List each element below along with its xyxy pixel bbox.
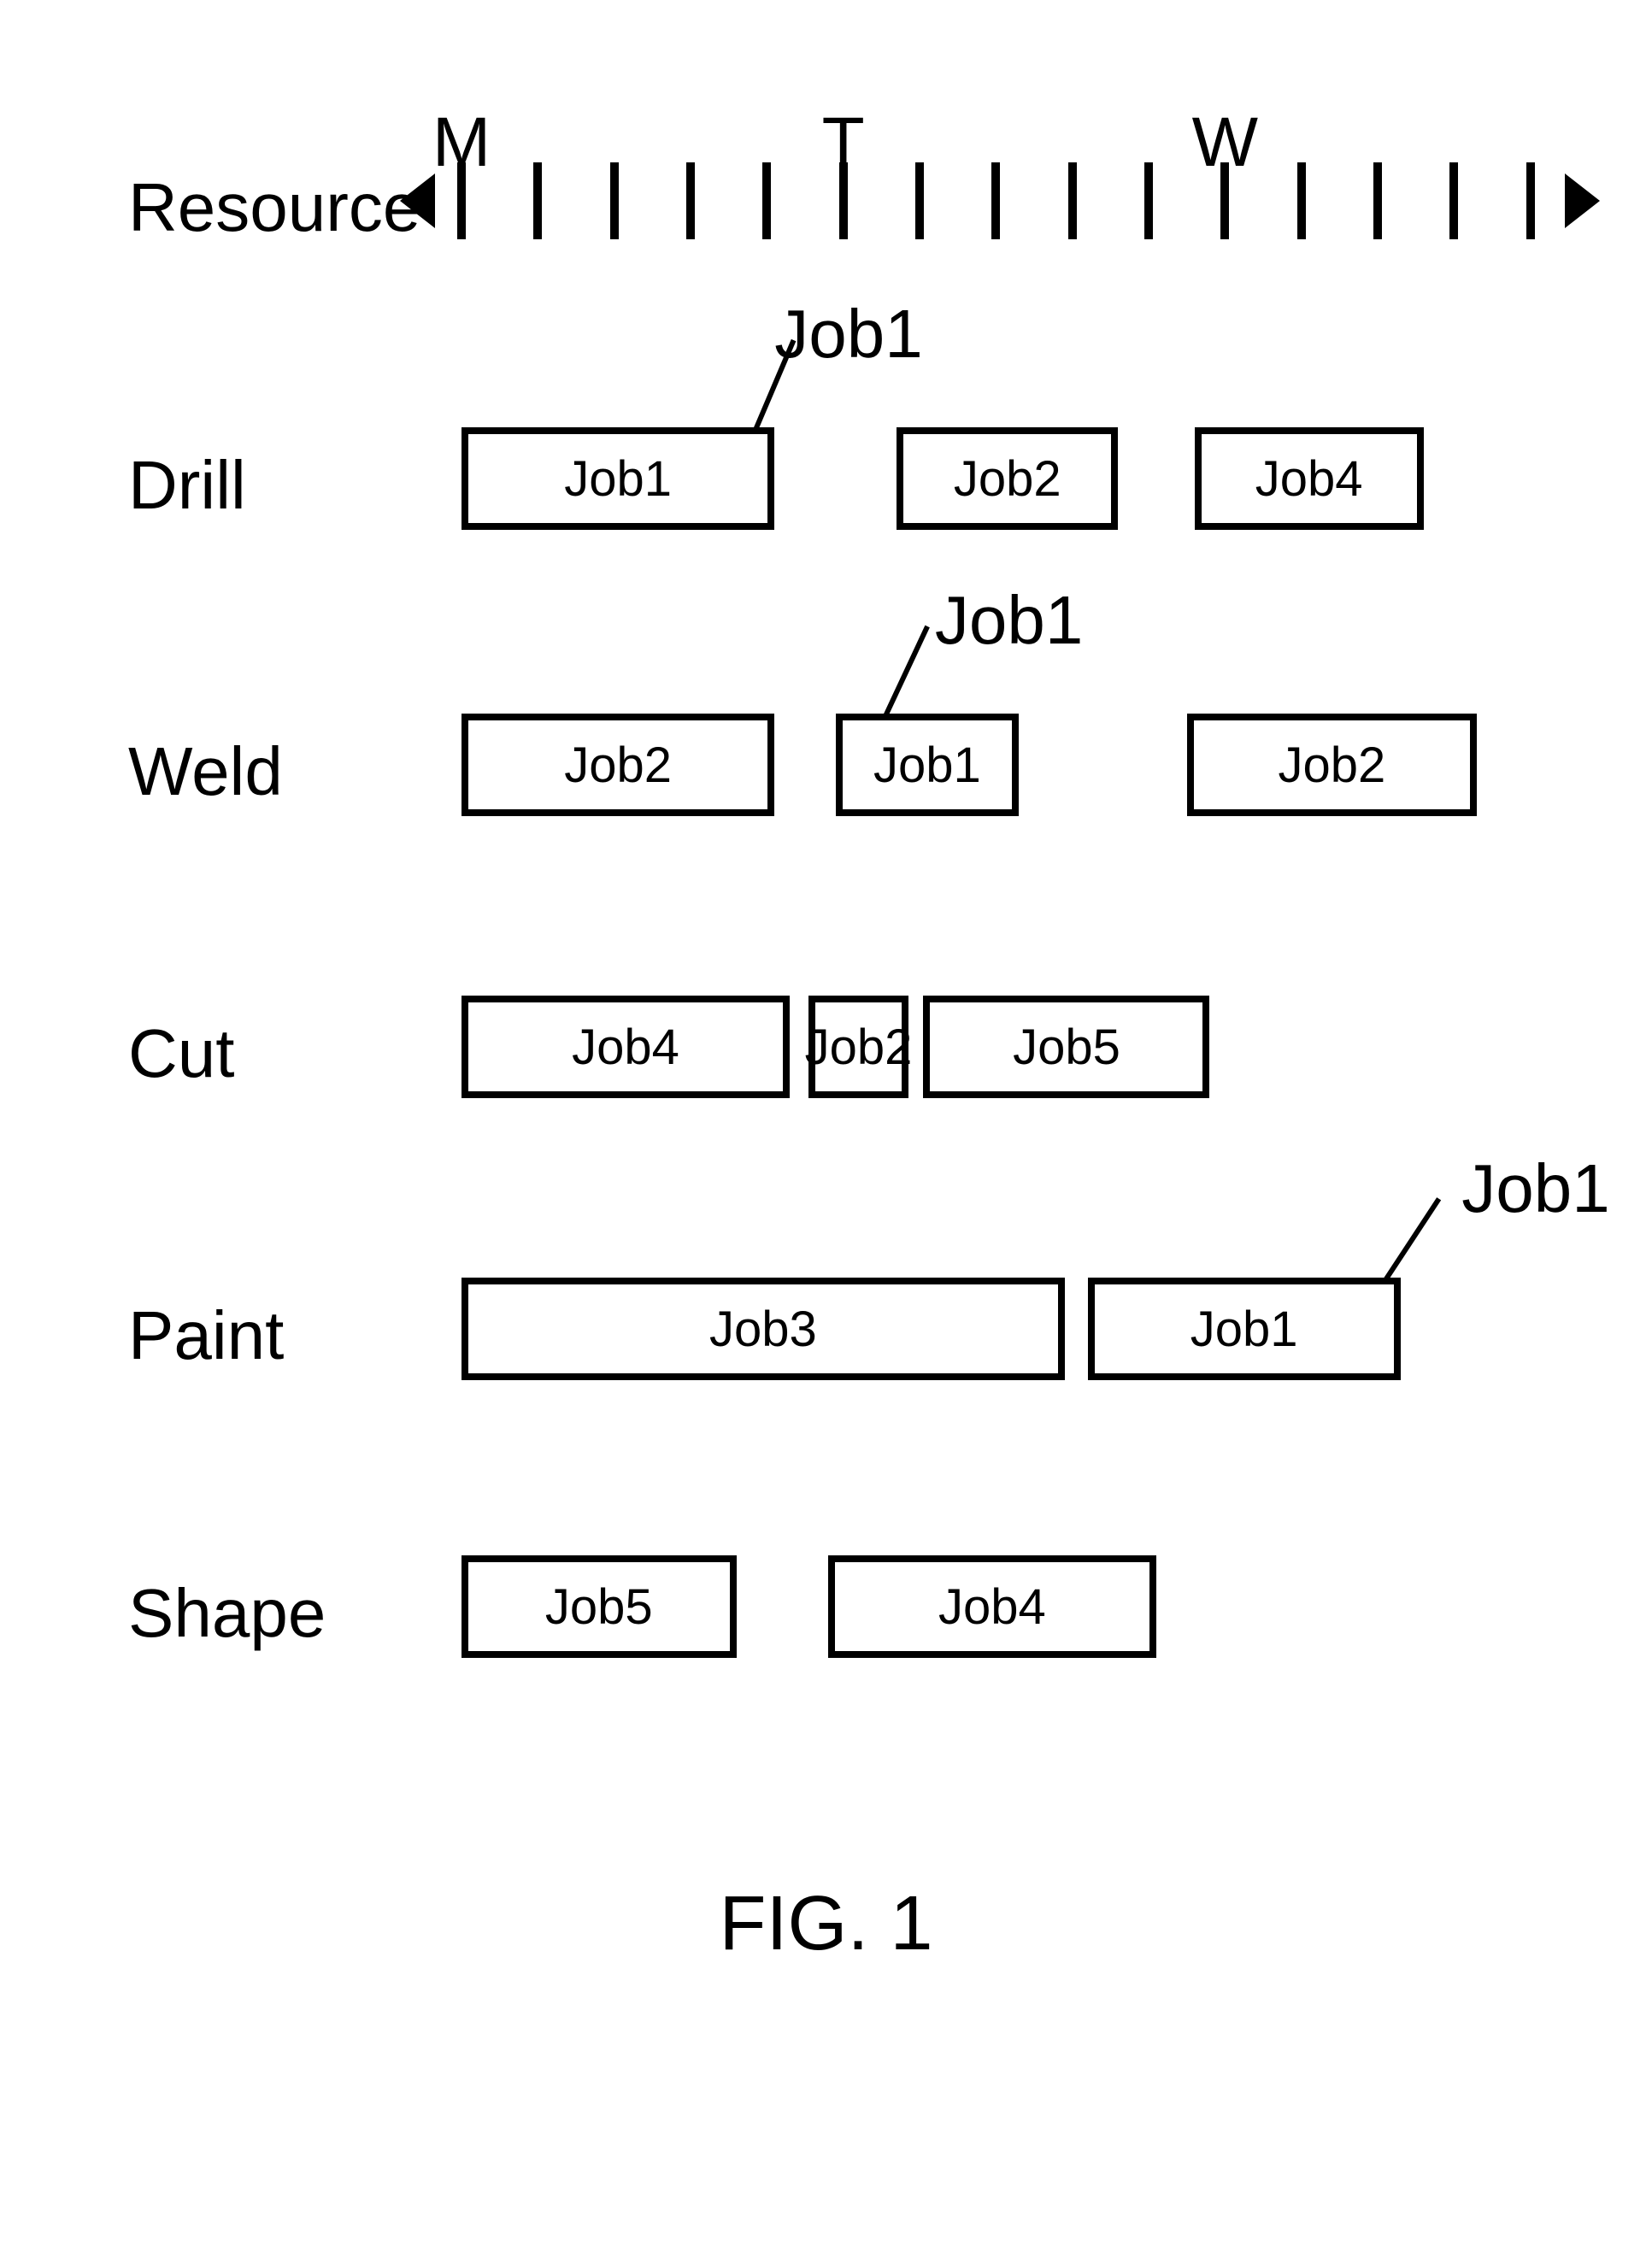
resource-label-drill: Drill: [128, 446, 246, 525]
resource-label-shape: Shape: [128, 1574, 326, 1653]
gantt-bar-label: Job1: [1190, 1301, 1298, 1358]
axis-tick: [533, 162, 542, 239]
figure-label: FIG. 1: [0, 1880, 1652, 1968]
axis-tick: [1526, 162, 1535, 239]
resource-label-weld: Weld: [128, 732, 283, 811]
gantt-bar-label: Job3: [709, 1301, 817, 1358]
axis-tick: [1068, 162, 1077, 239]
gantt-bar-label: Job1: [873, 737, 981, 794]
callout-line: [1383, 1197, 1441, 1281]
axis-tick: [610, 162, 619, 239]
gantt-bar-label: Job4: [1255, 450, 1363, 508]
axis-arrow-left-icon: [400, 173, 435, 228]
gantt-bar: Job4: [1195, 427, 1424, 530]
axis-day-label: T: [822, 103, 865, 183]
resource-label-cut: Cut: [128, 1014, 235, 1093]
gantt-bar: Job1: [836, 714, 1019, 816]
axis-day-label: M: [432, 103, 491, 183]
gantt-bar: Job5: [923, 996, 1209, 1098]
gantt-bar: Job4: [462, 996, 790, 1098]
gantt-bar-label: Job2: [564, 737, 672, 794]
axis-tick: [1449, 162, 1458, 239]
gantt-bar-label: Job5: [545, 1578, 653, 1636]
gantt-bar: Job2: [1187, 714, 1477, 816]
callout-label: Job1: [774, 295, 922, 373]
callout-label: Job1: [935, 581, 1083, 660]
axis-tick: [762, 162, 771, 239]
gantt-bar: Job3: [462, 1278, 1065, 1380]
axis-tick: [1297, 162, 1306, 239]
axis-tick: [1144, 162, 1153, 239]
gantt-bar-label: Job2: [1278, 737, 1385, 794]
gantt-bar: Job2: [897, 427, 1118, 530]
gantt-bar: Job4: [828, 1555, 1156, 1658]
gantt-bar-label: Job1: [564, 450, 672, 508]
gantt-bar-label: Job4: [938, 1578, 1046, 1636]
callout-line: [883, 626, 930, 718]
axis-day-label: W: [1192, 103, 1258, 183]
gantt-bar: Job2: [462, 714, 774, 816]
axis-tick: [991, 162, 1000, 239]
gantt-bar: Job1: [1088, 1278, 1401, 1380]
gantt-chart: Resource Drill Weld Cut Paint Shape M T W Job1 Job…: [0, 0, 1652, 2245]
callout-label: Job1: [1461, 1149, 1609, 1228]
resource-header-label: Resource: [128, 168, 420, 247]
gantt-bar-label: Job4: [572, 1019, 679, 1076]
gantt-bar-label: Job5: [1013, 1019, 1120, 1076]
axis-tick: [1373, 162, 1382, 239]
gantt-bar: Job5: [462, 1555, 737, 1658]
gantt-bar-label: Job2: [954, 450, 1061, 508]
gantt-bar: Job2: [808, 996, 908, 1098]
axis-tick: [686, 162, 695, 239]
resource-label-paint: Paint: [128, 1296, 284, 1375]
axis-arrow-right-icon: [1565, 173, 1600, 228]
axis-tick: [915, 162, 924, 239]
gantt-bar-label: Job2: [805, 1019, 913, 1076]
gantt-bar: Job1: [462, 427, 774, 530]
